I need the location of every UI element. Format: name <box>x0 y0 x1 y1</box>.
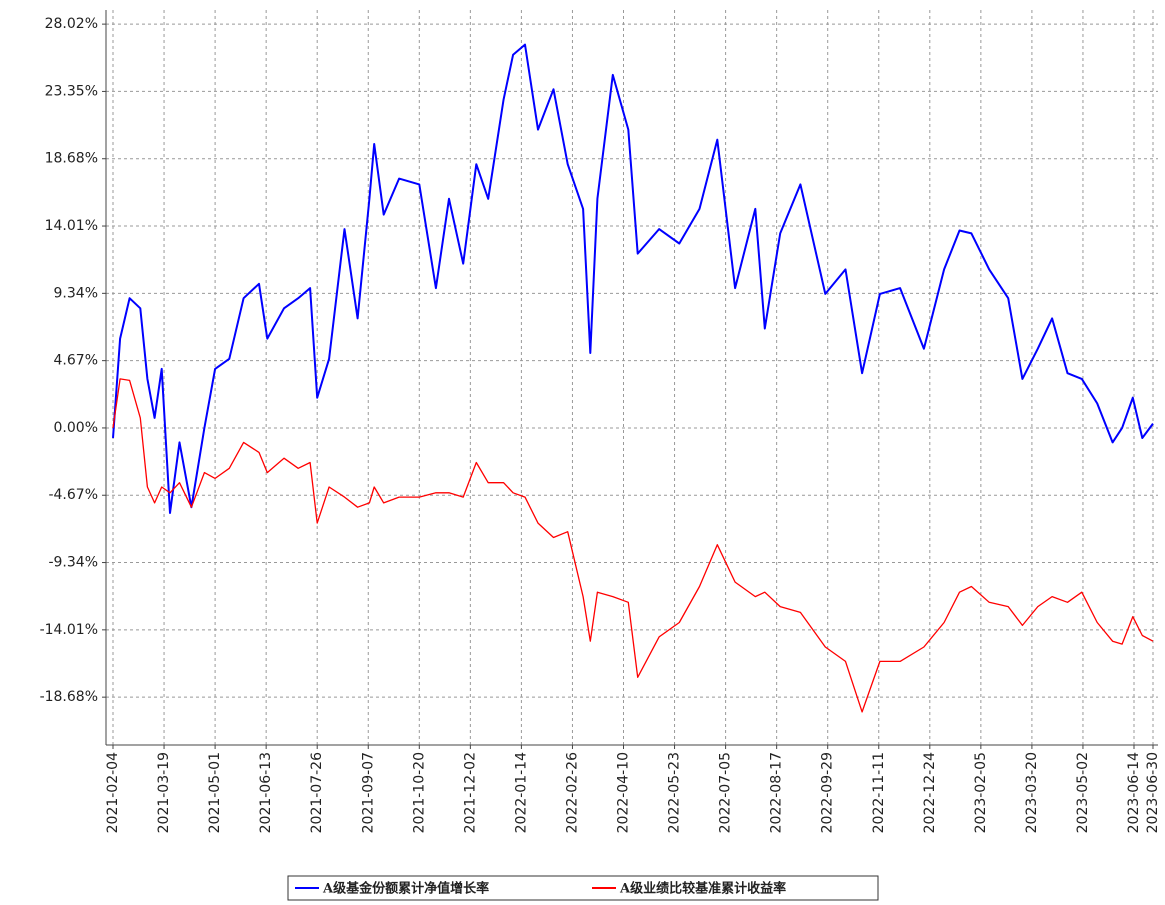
y-tick-label: 14.01% <box>45 218 98 234</box>
x-tick-label: 2022-09-29 <box>820 752 836 833</box>
x-tick-label: 2021-07-26 <box>309 752 325 833</box>
legend-box <box>287 875 879 901</box>
series-line <box>112 378 1154 713</box>
y-tick-label: -9.34% <box>48 555 98 571</box>
x-tick-label: 2023-05-02 <box>1075 752 1091 833</box>
y-tick-label: 0.00% <box>54 420 98 436</box>
x-tick-label: 2023-03-20 <box>1024 752 1040 833</box>
x-tick-label: 2021-06-13 <box>258 752 274 833</box>
x-tick-label: 2021-10-20 <box>411 752 427 833</box>
x-tick-label: 2021-05-01 <box>207 752 223 833</box>
x-tick-label: 2022-11-11 <box>871 752 887 833</box>
y-tick-label: -18.68% <box>40 689 98 705</box>
y-tick-label: 4.67% <box>54 353 98 369</box>
y-tick-label: 28.02% <box>45 16 98 32</box>
y-tick-label: 18.68% <box>45 151 98 167</box>
y-tick-label: -14.01% <box>40 622 98 638</box>
x-tick-label: 2023-02-05 <box>973 752 989 833</box>
legend-label: A级基金份额累计净值增长率 <box>322 881 489 897</box>
legend-label: A级业绩比较基准累计收益率 <box>619 881 786 897</box>
x-tick-label: 2021-12-02 <box>462 752 478 833</box>
y-tick-label: 23.35% <box>45 83 98 99</box>
x-tick-label: 2022-05-23 <box>667 752 683 833</box>
x-tick-label: 2021-03-19 <box>156 752 172 833</box>
plot-area <box>106 10 1158 745</box>
x-tick-label: 2022-01-14 <box>513 752 529 833</box>
x-tick-label: 2022-07-05 <box>718 752 734 833</box>
x-tick-label: 2023-06-30 <box>1145 752 1161 833</box>
x-tick-label: 2021-02-04 <box>105 752 121 833</box>
x-tick-label: 2022-02-26 <box>564 752 580 833</box>
x-tick-label: 2022-08-17 <box>769 752 785 833</box>
x-tick-label: 2021-09-07 <box>360 752 376 833</box>
series-line <box>112 43 1154 514</box>
y-tick-label: -4.67% <box>48 487 98 503</box>
x-tick-label: 2022-04-10 <box>616 752 632 833</box>
y-tick-label: 9.34% <box>54 285 98 301</box>
x-tick-label: 2023-06-14 <box>1126 752 1142 833</box>
legend: A级基金份额累计净值增长率 A级业绩比较基准累计收益率 <box>287 875 879 901</box>
x-tick-label: 2022-12-24 <box>922 752 938 833</box>
